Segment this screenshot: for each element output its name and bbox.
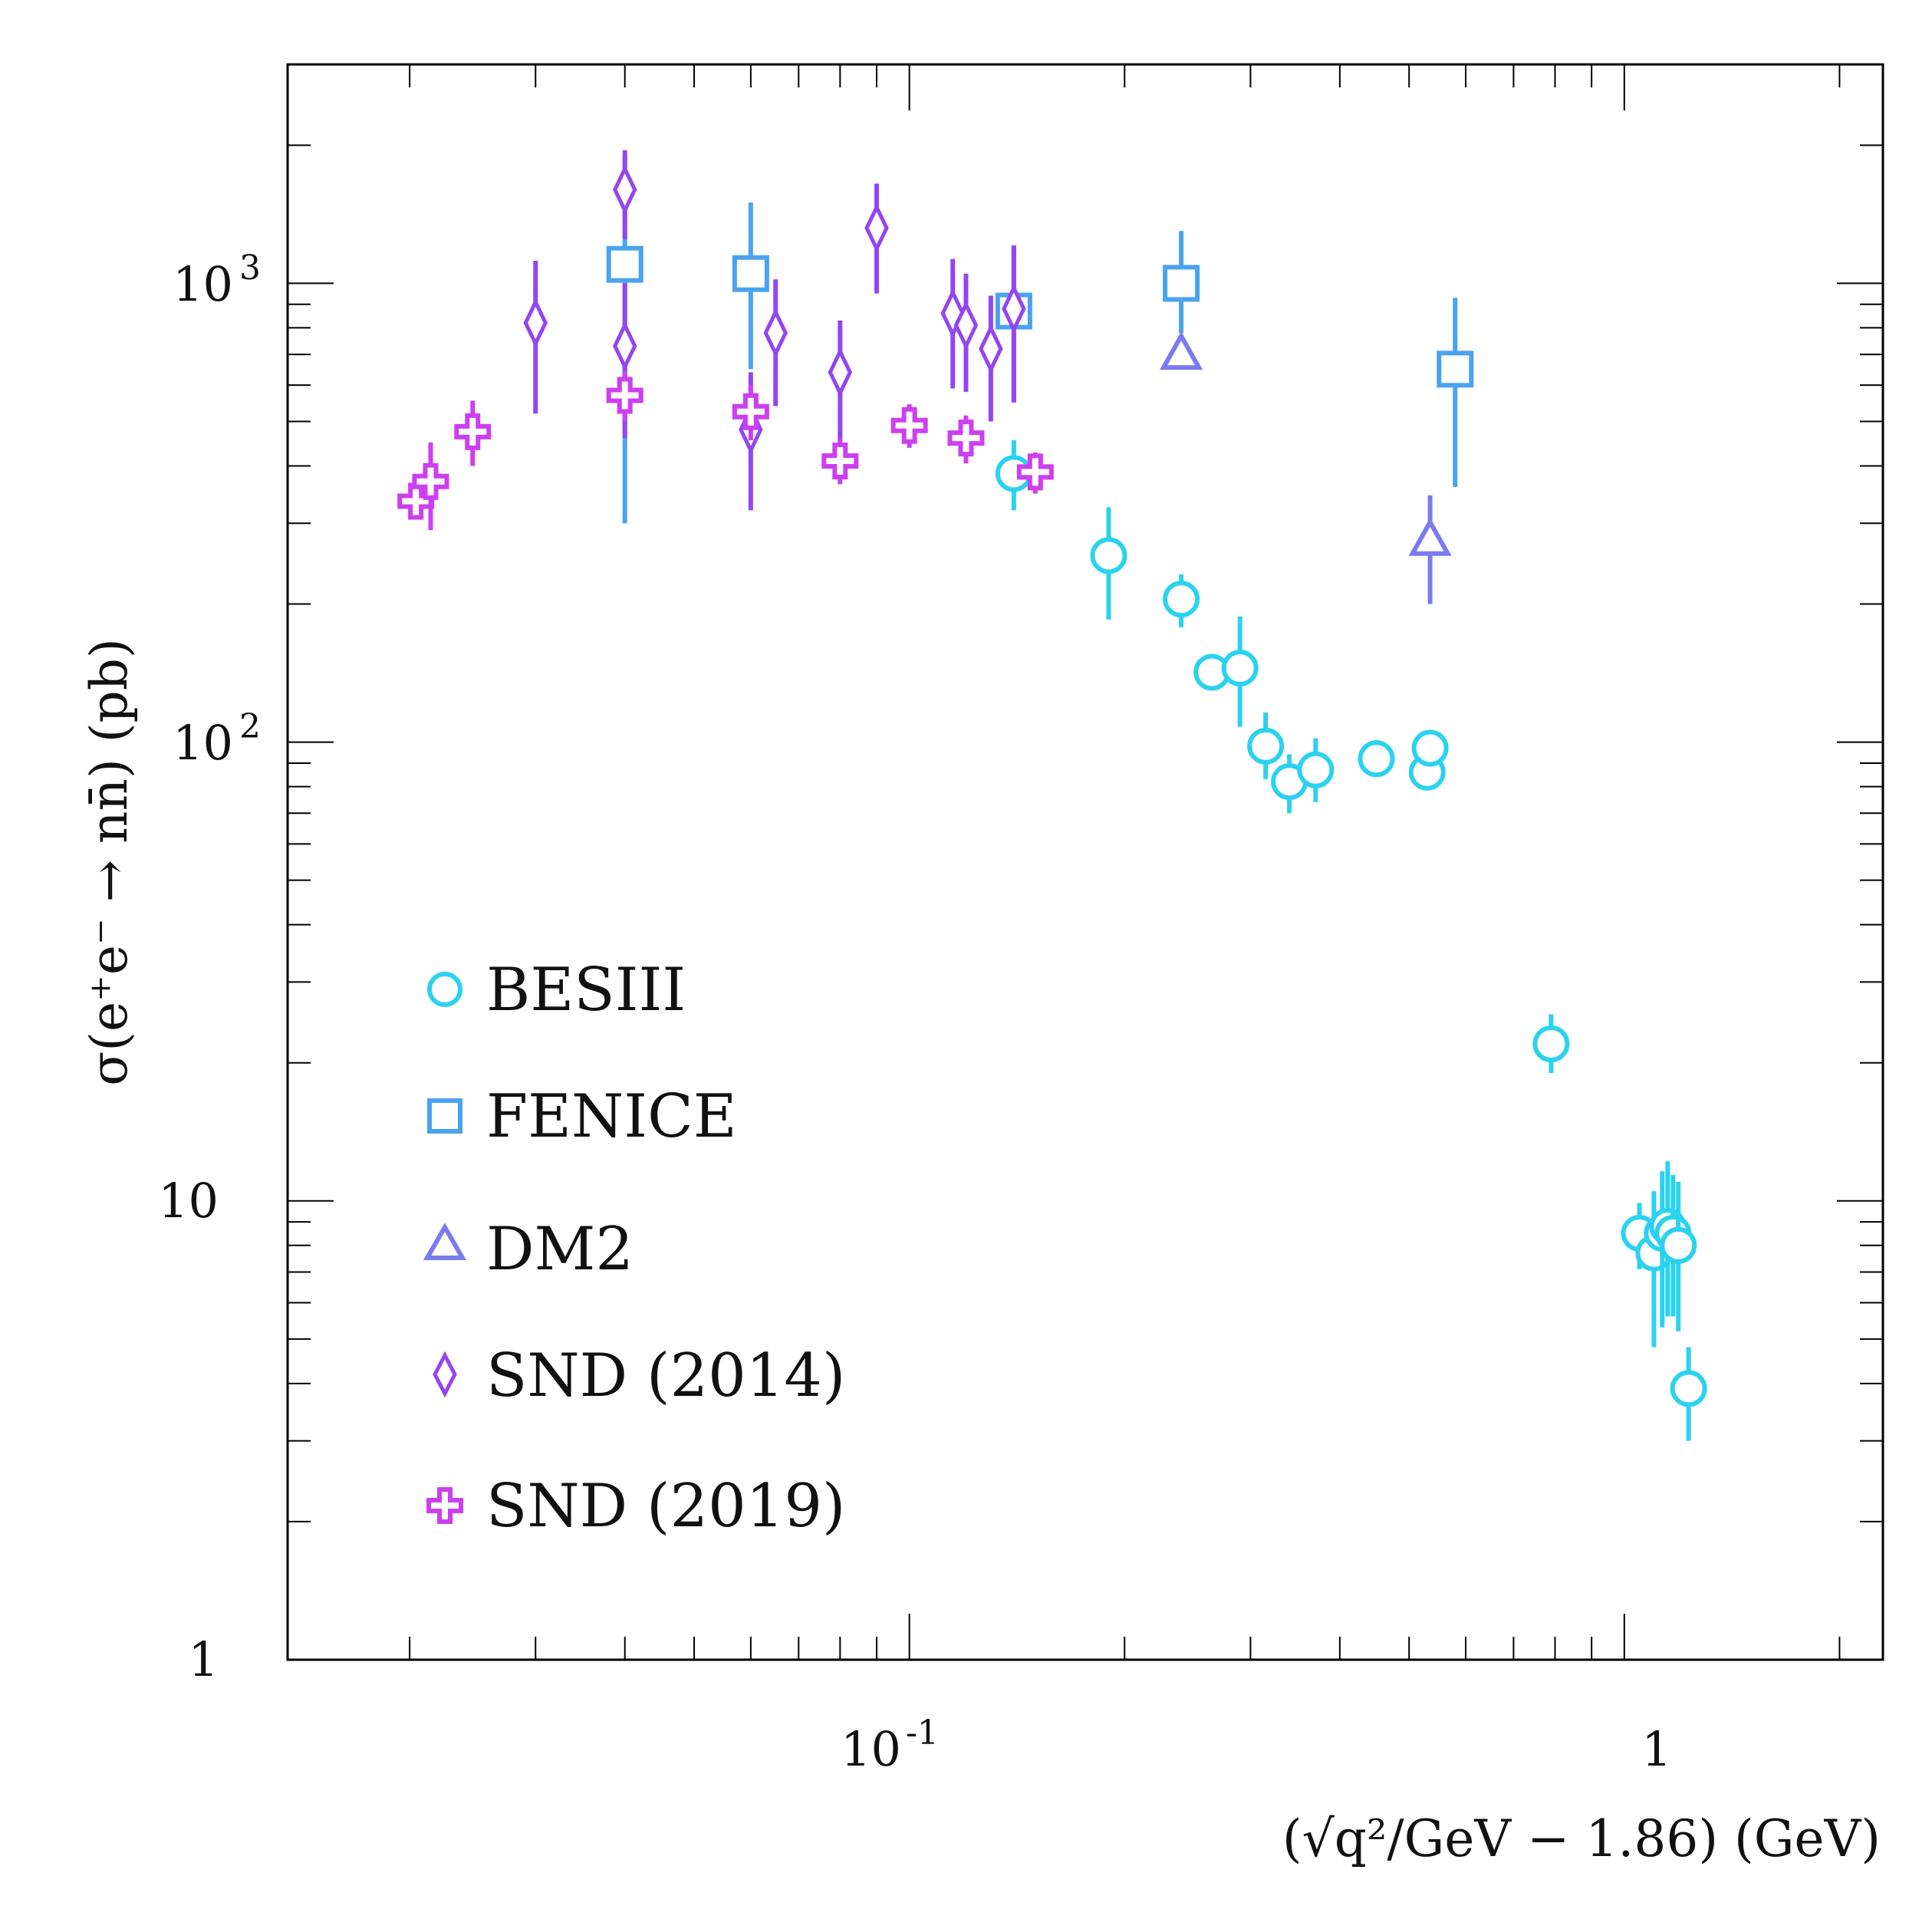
data-point	[1221, 650, 1259, 687]
data-series	[397, 150, 1707, 1441]
legend-item-snd-2014: SND (2014)	[433, 1341, 845, 1410]
data-point	[1247, 727, 1285, 765]
data-point	[1159, 331, 1203, 370]
y-tick-label-1: 1	[189, 1631, 219, 1687]
legend-label-dm2: DM2	[486, 1215, 634, 1284]
legend-item-besiii: BESIII	[427, 956, 686, 1025]
x-axis-title: (√q²/GeV − 1.86) (GeV)	[1282, 1809, 1881, 1868]
data-point	[1163, 265, 1200, 302]
data-point	[1358, 740, 1395, 778]
data-point	[606, 245, 643, 283]
data-point	[606, 377, 643, 414]
data-point	[454, 413, 492, 450]
data-point	[412, 462, 449, 500]
data-point	[1002, 283, 1026, 334]
data-point	[953, 300, 979, 351]
legend-item-fenice: FENICE	[427, 1082, 737, 1151]
data-point	[523, 298, 548, 348]
data-point	[1163, 581, 1200, 618]
data-point	[821, 443, 859, 480]
data-point	[732, 393, 769, 430]
data-point	[890, 406, 928, 444]
legend: BESIII FENICE DM2 SND (2014) SND (2019)	[423, 956, 845, 1541]
data-point	[947, 420, 985, 457]
data-point	[828, 347, 853, 398]
y-tick-label-10: 10	[158, 1173, 219, 1229]
legend-label-snd-2014: SND (2014)	[486, 1341, 845, 1410]
data-point	[763, 308, 788, 358]
series-snd-2014	[523, 150, 1026, 511]
y-tick-labels: 1 10 10 2 10 3	[158, 248, 261, 1687]
series-besiii	[995, 439, 1707, 1441]
data-point	[1532, 1025, 1570, 1062]
y-axis-title: σ(e⁺e⁻ → nn̄) (pb)	[80, 638, 139, 1086]
legend-label-besiii: BESIII	[486, 956, 686, 1025]
data-point	[1670, 1370, 1707, 1407]
data-point	[397, 482, 435, 520]
legend-marker-snd-2014	[433, 1351, 457, 1398]
legend-label-fenice: FENICE	[486, 1082, 737, 1151]
series-dm2	[1159, 331, 1452, 604]
series-snd-2019	[397, 370, 1054, 531]
data-point	[1090, 537, 1127, 574]
data-point	[1408, 517, 1452, 556]
data-point	[732, 255, 769, 292]
legend-item-snd-2019: SND (2019)	[426, 1472, 845, 1541]
grid-ticks	[288, 64, 1883, 1660]
y-tick-label-100: 10 2	[173, 707, 261, 771]
data-point	[1016, 453, 1054, 491]
data-point	[612, 164, 637, 216]
x-tick-label-0.1: 10 -1	[841, 1713, 939, 1777]
legend-marker-snd-2019	[426, 1487, 463, 1524]
legend-label-snd-2019: SND (2019)	[486, 1472, 845, 1541]
x-tick-labels: 10 -1 1	[841, 1713, 1672, 1777]
data-point	[1437, 351, 1474, 388]
data-point	[979, 323, 1003, 374]
plot-frame	[286, 63, 1884, 1661]
data-point	[864, 202, 889, 254]
legend-marker-dm2	[423, 1222, 467, 1260]
y-tick-label-1000: 10 3	[173, 248, 261, 312]
data-point	[1411, 729, 1449, 767]
legend-item-dm2: DM2	[423, 1215, 634, 1284]
data-point	[612, 321, 637, 371]
data-point	[1297, 751, 1335, 788]
x-tick-label-1: 1	[1641, 1721, 1671, 1777]
legend-marker-besiii	[427, 972, 462, 1007]
data-point	[1660, 1226, 1697, 1264]
legend-marker-fenice	[427, 1098, 462, 1134]
